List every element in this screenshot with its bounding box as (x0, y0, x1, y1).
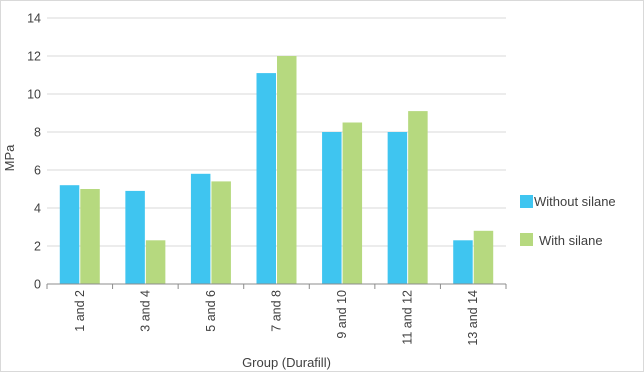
legend-swatch-without-silane (520, 195, 533, 208)
legend-swatch-with-silane (520, 233, 533, 246)
bar-without-silane (387, 132, 408, 284)
y-tick-label: 4 (34, 202, 41, 216)
bar-with-silane (211, 181, 231, 284)
y-axis-title: MPa (2, 144, 17, 172)
x-tick-label: 5 and 6 (204, 290, 218, 332)
x-axis-ticks: 1 and 2 3 and 4 5 and 6 7 and 8 9 and 10 11 a… (46, 284, 507, 346)
bar-without-silane (190, 173, 211, 284)
bar-without-silane (256, 73, 276, 284)
x-tick-label: 9 and 10 (335, 290, 349, 339)
legend-label-with-silane: With silane (539, 233, 603, 248)
x-tick-label: 1 and 2 (73, 290, 87, 332)
x-tick-label: 7 and 8 (270, 290, 284, 332)
bar-with-silane (342, 122, 363, 284)
bar-without-silane (322, 132, 342, 284)
legend: Without silane With silane (520, 194, 616, 248)
y-tick-label: 6 (34, 164, 41, 178)
bar-without-silane (125, 190, 145, 284)
x-tick-label: 11 and 12 (401, 290, 415, 345)
bar-with-silane (145, 240, 166, 284)
y-tick-label: 12 (27, 50, 41, 64)
y-tick-label: 0 (34, 278, 41, 292)
bar-with-silane (277, 56, 297, 284)
y-tick-label: 2 (34, 240, 41, 254)
y-axis-ticks: 0 2 4 6 8 10 12 14 (27, 12, 41, 292)
x-tick-label: 13 and 14 (466, 290, 480, 346)
bar-with-silane (473, 230, 494, 284)
bar-with-silane (408, 111, 428, 284)
gridlines (47, 17, 506, 247)
x-tick-label: 3 and 4 (138, 290, 152, 332)
bar-without-silane (59, 185, 80, 284)
bar-without-silane (453, 240, 473, 284)
bar-with-silane (80, 189, 100, 284)
bars (59, 56, 494, 284)
legend-label-without-silane: Without silane (534, 194, 616, 209)
y-tick-label: 10 (27, 88, 41, 102)
x-axis-title: Group (Durafill) (242, 355, 331, 370)
y-tick-label: 8 (34, 126, 41, 140)
y-tick-label: 14 (27, 12, 41, 26)
